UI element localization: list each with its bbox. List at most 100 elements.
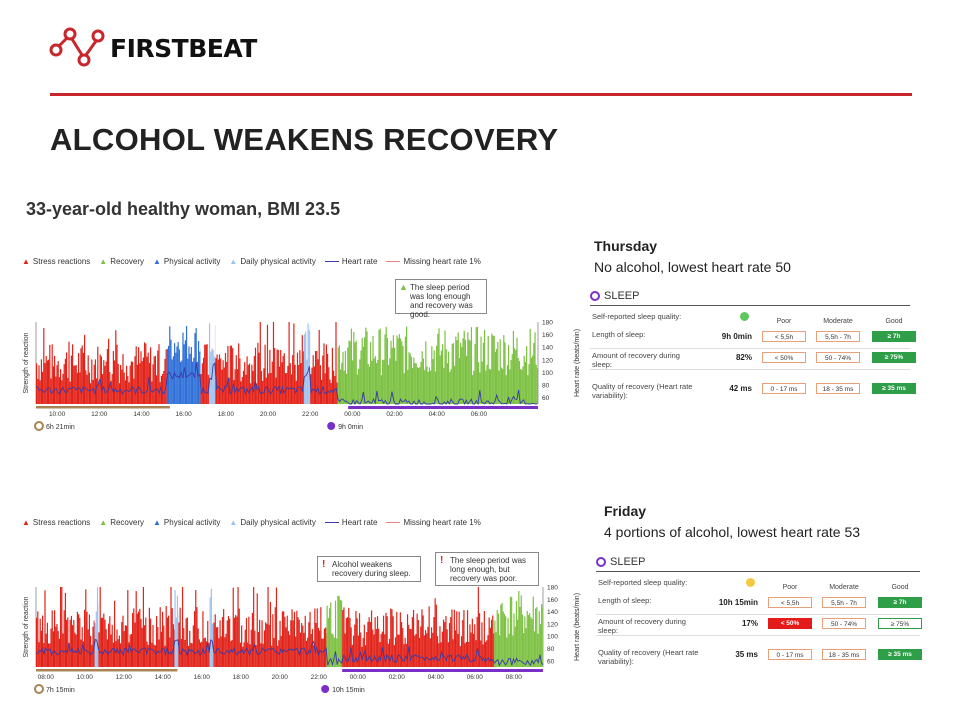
daily_physical-bar xyxy=(212,349,214,404)
stress-bar xyxy=(147,352,149,404)
stress-bar xyxy=(420,626,422,667)
stress-bar xyxy=(232,587,234,667)
recovery-bar xyxy=(530,357,533,404)
daily_physical-bar xyxy=(306,359,308,404)
stress-bar xyxy=(130,633,132,667)
stress-bar xyxy=(124,380,126,404)
stress-bar xyxy=(345,618,347,667)
stress-bar xyxy=(372,629,374,667)
recovery-bar xyxy=(377,359,379,404)
recovery-bar xyxy=(507,618,509,667)
recovery-bar xyxy=(533,342,535,404)
stress-bar xyxy=(394,637,397,667)
stress-bar xyxy=(165,606,167,667)
legend-label: Daily physical activity xyxy=(240,518,316,527)
recovery-bar xyxy=(493,335,495,404)
sleep-metric-value: 42 ms xyxy=(729,384,752,393)
stress-bar xyxy=(412,609,415,667)
stress-bar xyxy=(138,611,140,667)
stress-bar xyxy=(435,604,437,667)
recovery-bar xyxy=(414,362,416,404)
sleep-range-box: ≥ 75% xyxy=(872,352,916,363)
recovery-bar xyxy=(512,330,515,404)
thursday-day: Thursday xyxy=(594,238,658,254)
recovery-bar xyxy=(516,337,518,404)
stress-bar xyxy=(100,356,102,404)
stress-bar xyxy=(99,587,101,667)
stress-bar xyxy=(80,348,82,404)
stress-bar xyxy=(102,617,104,667)
stress-bar xyxy=(469,624,471,667)
stress-bar xyxy=(376,616,379,667)
x-tick-label: 12:00 xyxy=(116,674,133,681)
friday-alcohol-note-text: Alcohol weakens recovery during sleep. xyxy=(332,560,411,578)
recovery-bar xyxy=(356,374,359,404)
x-tick-label: 22:00 xyxy=(302,411,319,418)
stress-bar xyxy=(363,624,365,667)
sleep-range-box: 0 - 17 ms xyxy=(762,383,806,394)
recovery-bar xyxy=(408,352,410,404)
stress-bar xyxy=(237,587,239,667)
recovery-bar xyxy=(389,358,391,404)
stress-bar xyxy=(146,356,148,404)
missing-heart-rate-legend-icon xyxy=(386,521,401,524)
stress-bar xyxy=(205,344,207,404)
stress-bar xyxy=(60,587,62,667)
stress-bar xyxy=(86,611,88,667)
stress-bar xyxy=(168,615,170,667)
x-tick-label: 20:00 xyxy=(272,674,289,681)
recovery-bar xyxy=(396,335,398,404)
stress-bar xyxy=(480,640,482,667)
stress-bar xyxy=(280,636,282,667)
stress-bar xyxy=(91,644,93,667)
daily_physical-bar xyxy=(307,323,309,404)
recovery-bar xyxy=(386,337,389,404)
stress-bar xyxy=(57,361,59,404)
stress-bar xyxy=(243,642,245,667)
recovery-bar xyxy=(526,346,528,404)
recovery-bar xyxy=(374,356,377,404)
stress-bar xyxy=(37,611,39,667)
stress-bar xyxy=(61,380,63,404)
stress-bar xyxy=(114,600,116,667)
stress-bar xyxy=(382,615,385,667)
stress-bar xyxy=(92,379,94,404)
recovery-bar xyxy=(331,633,333,667)
stress-bar xyxy=(311,629,314,667)
stress-bar xyxy=(421,609,423,667)
recovery-bar xyxy=(451,343,453,404)
stress-legend-icon: ▲ xyxy=(22,257,30,266)
recovery-bar xyxy=(525,628,527,667)
stress-bar xyxy=(268,373,270,404)
recovery-bar xyxy=(445,349,447,404)
brand-logo: FIRSTBEAT xyxy=(48,26,257,70)
stress-bar xyxy=(315,351,317,404)
stress-bar xyxy=(224,637,226,667)
firstbeat-logo-icon xyxy=(49,27,105,67)
x-tick-label: 22:00 xyxy=(311,674,328,681)
recovery-bar xyxy=(529,328,531,404)
daily_physical-bar xyxy=(96,587,99,667)
sleep-header-line xyxy=(590,305,910,306)
stress-bar xyxy=(315,623,317,667)
x-tick-label: 00:00 xyxy=(344,411,361,418)
stress-bar xyxy=(274,607,276,667)
daily_physical-bar xyxy=(95,611,97,667)
sleep-metric-value: 10h 15min xyxy=(718,598,758,607)
recovery-bar xyxy=(504,342,506,404)
stress-bar xyxy=(322,638,324,667)
recovery-bar xyxy=(517,358,519,404)
recovery-bar xyxy=(450,369,452,404)
stress-bar xyxy=(398,634,400,667)
recovery-bar xyxy=(328,608,331,667)
stress-bar xyxy=(304,615,306,667)
stress-bar xyxy=(82,641,84,667)
stress-bar xyxy=(387,643,389,667)
stress-bar xyxy=(323,343,325,404)
sleep-row-separator xyxy=(590,369,910,370)
recovery-bar xyxy=(487,335,489,404)
stress-bar xyxy=(201,641,203,667)
stress-bar xyxy=(60,369,62,404)
stress-bar xyxy=(410,629,412,667)
stress-bar xyxy=(463,610,465,667)
